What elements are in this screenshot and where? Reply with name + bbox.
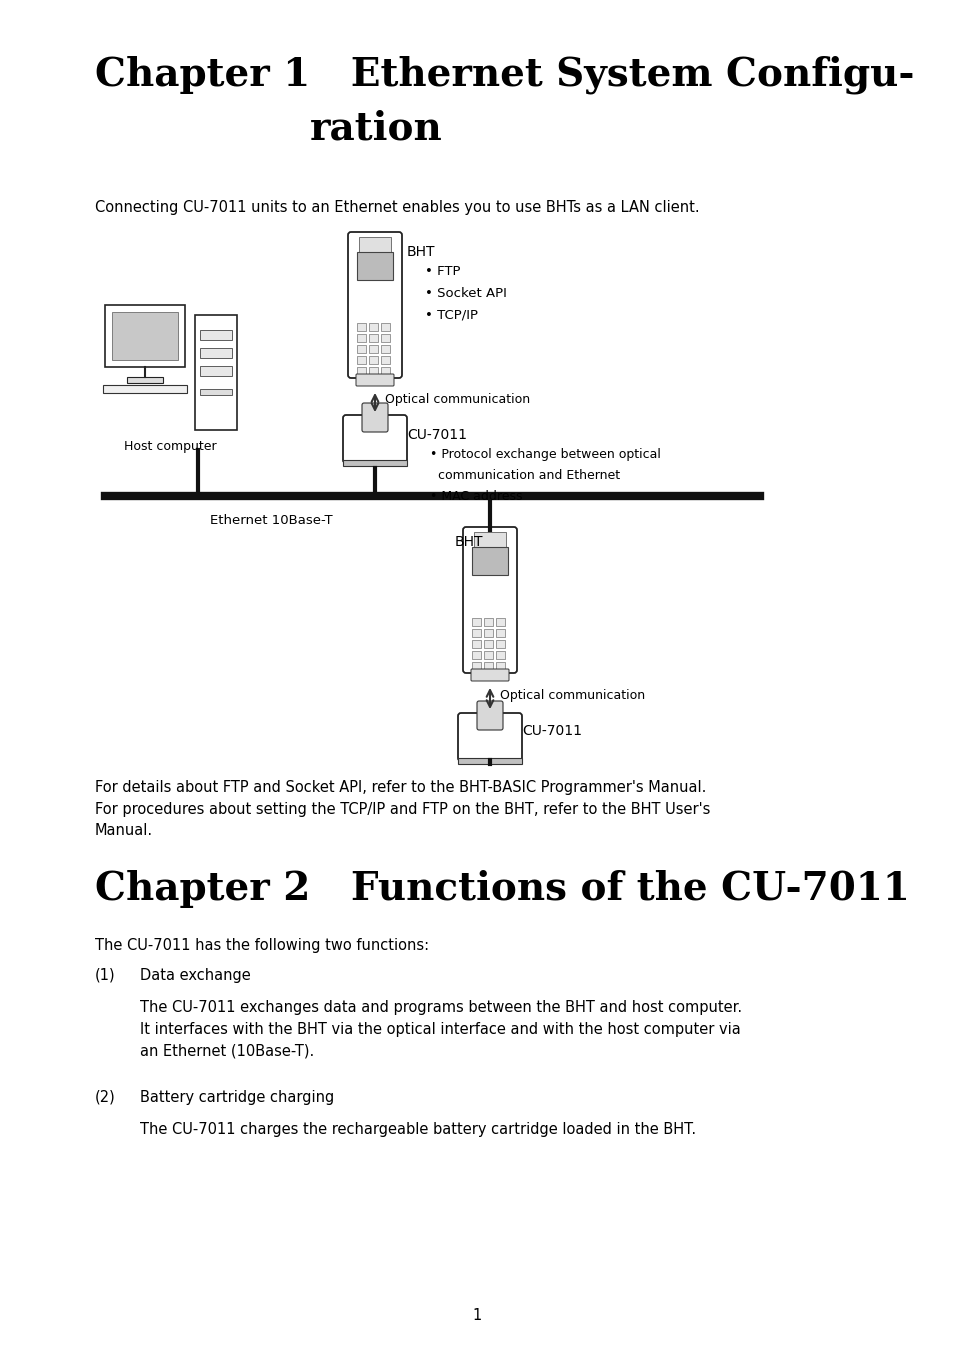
Bar xyxy=(356,252,393,280)
Bar xyxy=(380,356,390,364)
FancyBboxPatch shape xyxy=(476,701,502,731)
Bar xyxy=(483,662,493,670)
Bar xyxy=(483,630,493,638)
Bar xyxy=(472,662,480,670)
Text: • Protocol exchange between optical
  communication and Ethernet
• MAC address: • Protocol exchange between optical comm… xyxy=(430,448,660,503)
Bar xyxy=(369,356,377,364)
Bar xyxy=(496,651,504,659)
Bar xyxy=(472,617,480,625)
Bar xyxy=(200,330,232,340)
Bar xyxy=(496,630,504,638)
Text: • FTP
• Socket API
• TCP/IP: • FTP • Socket API • TCP/IP xyxy=(424,266,506,322)
Text: Chapter 1   Ethernet System Configu-: Chapter 1 Ethernet System Configu- xyxy=(95,55,914,93)
Bar xyxy=(194,315,236,430)
Text: ration: ration xyxy=(310,111,442,148)
Text: BHT: BHT xyxy=(455,535,483,549)
Text: CU-7011: CU-7011 xyxy=(407,429,467,442)
Text: BHT: BHT xyxy=(407,245,435,259)
Text: Connecting CU-7011 units to an Ethernet enables you to use BHTs as a LAN client.: Connecting CU-7011 units to an Ethernet … xyxy=(95,200,699,214)
Bar xyxy=(200,367,232,376)
FancyBboxPatch shape xyxy=(457,713,521,762)
Text: Data exchange: Data exchange xyxy=(140,968,251,983)
FancyBboxPatch shape xyxy=(355,373,394,386)
Bar xyxy=(105,305,185,367)
Bar xyxy=(483,651,493,659)
Bar xyxy=(112,311,178,360)
Bar xyxy=(380,367,390,375)
Bar xyxy=(380,334,390,342)
Text: 1: 1 xyxy=(472,1308,481,1322)
Bar xyxy=(472,651,480,659)
FancyBboxPatch shape xyxy=(471,669,509,681)
FancyBboxPatch shape xyxy=(343,415,407,462)
Text: The CU-7011 charges the rechargeable battery cartridge loaded in the BHT.: The CU-7011 charges the rechargeable bat… xyxy=(140,1122,696,1136)
Bar xyxy=(457,758,521,764)
FancyBboxPatch shape xyxy=(348,232,401,377)
Text: Ethernet 10Base-T: Ethernet 10Base-T xyxy=(210,514,333,527)
Text: For details about FTP and Socket API, refer to the BHT-BASIC Programmer's Manual: For details about FTP and Socket API, re… xyxy=(95,780,710,838)
Bar xyxy=(369,324,377,332)
Text: (1): (1) xyxy=(95,968,115,983)
Bar xyxy=(343,460,407,466)
Bar xyxy=(380,345,390,353)
Bar xyxy=(472,547,507,576)
Text: Chapter 2   Functions of the CU-7011: Chapter 2 Functions of the CU-7011 xyxy=(95,869,909,909)
FancyBboxPatch shape xyxy=(462,527,517,673)
Bar xyxy=(356,345,366,353)
Bar xyxy=(358,237,391,253)
Bar xyxy=(380,324,390,332)
Bar xyxy=(356,334,366,342)
Bar xyxy=(474,532,505,549)
Bar xyxy=(200,390,232,395)
Text: Optical communication: Optical communication xyxy=(385,394,530,407)
Text: Battery cartridge charging: Battery cartridge charging xyxy=(140,1091,334,1105)
Bar xyxy=(356,324,366,332)
Text: (2): (2) xyxy=(95,1091,115,1105)
Text: CU-7011: CU-7011 xyxy=(521,724,581,737)
Bar xyxy=(127,377,163,383)
Text: The CU-7011 has the following two functions:: The CU-7011 has the following two functi… xyxy=(95,938,429,953)
Text: Host computer: Host computer xyxy=(124,439,216,453)
Bar xyxy=(496,662,504,670)
Bar xyxy=(103,386,187,394)
Bar xyxy=(369,345,377,353)
Bar xyxy=(472,640,480,648)
FancyBboxPatch shape xyxy=(361,403,388,431)
Bar xyxy=(356,356,366,364)
Bar xyxy=(369,367,377,375)
Bar xyxy=(356,367,366,375)
Bar xyxy=(472,630,480,638)
Bar xyxy=(369,334,377,342)
Text: Optical communication: Optical communication xyxy=(499,689,644,702)
Bar xyxy=(496,640,504,648)
Bar xyxy=(200,348,232,359)
Text: The CU-7011 exchanges data and programs between the BHT and host computer.
It in: The CU-7011 exchanges data and programs … xyxy=(140,1000,741,1058)
Bar xyxy=(483,640,493,648)
Bar xyxy=(496,617,504,625)
Bar xyxy=(483,617,493,625)
